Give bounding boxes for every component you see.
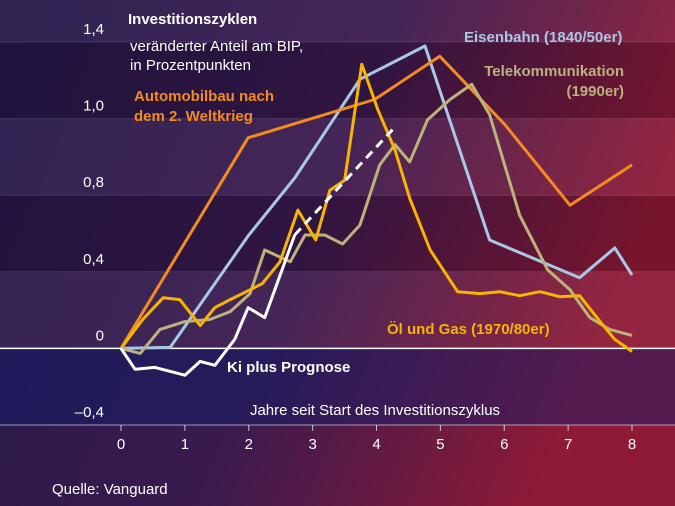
source: Quelle: Vanguard [52, 481, 168, 498]
line [119, 234, 297, 377]
x-axis-label: Jahre seit Start des Investitionszyklus [250, 402, 500, 419]
line [119, 54, 633, 350]
series-label: Telekommunikation [484, 63, 624, 80]
y-tick-label: 0,8 [83, 174, 104, 191]
x-tick-label: 2 [245, 436, 253, 453]
x-tick-label: 4 [372, 436, 380, 453]
x-tick-label: 8 [628, 436, 636, 453]
x-tick-label: 0 [117, 436, 125, 453]
y-tick-label: 0 [96, 327, 104, 344]
subtitle: in Prozentpunkten [130, 57, 251, 74]
series-label: (1990er) [566, 83, 624, 100]
series-label: Eisenbahn (1840/50er) [464, 29, 622, 46]
band [0, 195, 675, 272]
series-label: Automobilbau nach [134, 88, 274, 105]
band [0, 42, 675, 119]
y-tick-label: 1,4 [83, 21, 104, 38]
chart-title: Investitionszyklen [128, 11, 257, 28]
line [120, 82, 633, 355]
x-tick-label: 7 [564, 436, 572, 453]
band [0, 0, 675, 42]
x-tick-label: 5 [436, 436, 444, 453]
x-tick-label: 6 [500, 436, 508, 453]
band [0, 348, 675, 425]
x-tick-label: 3 [308, 436, 316, 453]
y-tick-label: 0,4 [83, 251, 104, 268]
series-label: Ki plus Prognose [227, 359, 350, 376]
band [0, 118, 675, 196]
series-label: dem 2. Weltkrieg [134, 108, 253, 125]
line [120, 44, 634, 350]
negative-area [0, 348, 675, 425]
y-tick-label: 1,0 [83, 98, 104, 115]
series-label: Öl und Gas (1970/80er) [387, 321, 550, 338]
x-tick-label: 1 [181, 436, 189, 453]
y-tick-label: –0,4 [75, 404, 104, 421]
forecast-line [293, 128, 394, 237]
line [119, 62, 633, 353]
subtitle: veränderter Anteil am BIP, [130, 38, 303, 55]
